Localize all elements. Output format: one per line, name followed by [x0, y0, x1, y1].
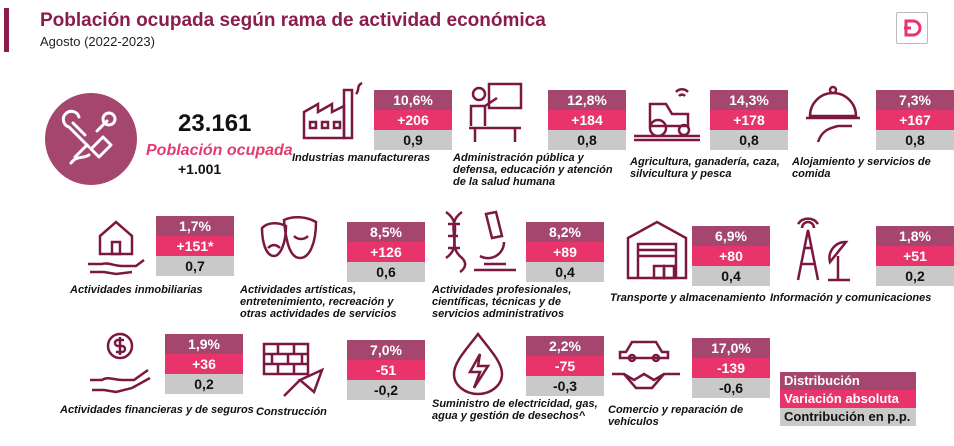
stat-block-professional: 8,2% +89 0,4: [526, 222, 604, 282]
stat-block-commerce: 17,0% -139 -0,6: [692, 338, 770, 398]
sector-label-public-admin: Administración pública y defensa, educac…: [453, 152, 613, 188]
sector-label-agriculture: Agricultura, ganadería, caza, silvicultu…: [630, 156, 780, 180]
legend-contribution: Contribución en p.p.: [780, 408, 916, 426]
variation-value: +167: [876, 110, 954, 130]
legend-distribution: Distribución: [780, 372, 916, 390]
stat-block-public-admin: 12,8% +184 0,8: [548, 90, 626, 150]
sector-label-real-estate: Actividades inmobiliarias: [70, 284, 203, 296]
page-subtitle: Agosto (2022-2023): [40, 34, 155, 49]
water-electricity-icon: [450, 330, 506, 396]
total-employed-label: Población ocupada: [146, 142, 293, 159]
distribution-value: 2,2%: [526, 336, 604, 356]
legend: Distribución Variación absoluta Contribu…: [780, 372, 916, 426]
sector-label-information: Información y comunicaciones: [770, 292, 932, 304]
factory-icon: [300, 80, 370, 144]
distribution-value: 10,6%: [374, 90, 452, 110]
money-hand-icon: [88, 330, 152, 396]
sector-label-commerce: Comercio y reparación de vehículos: [608, 404, 744, 428]
distribution-value: 7,0%: [347, 340, 425, 360]
car-handshake-icon: [608, 334, 684, 398]
stat-block-arts: 8,5% +126 0,6: [347, 222, 425, 282]
wrench-hand-icon: [45, 93, 137, 185]
microscope-dna-icon: [440, 208, 520, 278]
variation-value: +80: [692, 246, 770, 266]
sector-label-accommodation: Alojamiento y servicios de comida: [792, 156, 931, 180]
sector-label-arts: Actividades artísticas, entretenimiento,…: [240, 284, 397, 320]
contribution-value: 0,6: [347, 262, 425, 282]
contribution-value: 0,4: [692, 266, 770, 286]
contribution-value: 0,8: [876, 130, 954, 150]
brand-logo-icon: [896, 12, 928, 44]
distribution-value: 7,3%: [876, 90, 954, 110]
stat-block-construction: 7,0% -51 -0,2: [347, 340, 425, 400]
distribution-value: 8,5%: [347, 222, 425, 242]
variation-value: +36: [165, 354, 243, 374]
sector-label-utilities: Suministro de electricidad, gas, agua y …: [432, 398, 598, 422]
teacher-icon: [465, 80, 525, 146]
distribution-value: 8,2%: [526, 222, 604, 242]
total-employed-value: 23.161: [178, 110, 252, 137]
variation-value: +126: [347, 242, 425, 262]
title-accent-bar: [4, 8, 9, 52]
warehouse-icon: [624, 218, 690, 280]
contribution-value: 0,2: [165, 374, 243, 394]
distribution-value: 1,7%: [156, 216, 234, 236]
distribution-value: 6,9%: [692, 226, 770, 246]
variation-value: -139: [692, 358, 770, 378]
variation-value: +178: [710, 110, 788, 130]
contribution-value: 0,2: [876, 266, 954, 286]
total-employed-change: +1.001: [178, 161, 222, 177]
distribution-value: 1,8%: [876, 226, 954, 246]
food-tray-icon: [800, 82, 866, 146]
variation-value: +184: [548, 110, 626, 130]
legend-variation: Variación absoluta: [780, 390, 916, 408]
variation-value: -75: [526, 356, 604, 376]
contribution-value: 0,8: [548, 130, 626, 150]
distribution-value: 12,8%: [548, 90, 626, 110]
house-hand-icon: [86, 212, 146, 278]
contribution-value: 0,9: [374, 130, 452, 150]
contribution-value: -0,6: [692, 378, 770, 398]
stat-block-accommodation: 7,3% +167 0,8: [876, 90, 954, 150]
stat-block-transport: 6,9% +80 0,4: [692, 226, 770, 286]
distribution-value: 1,9%: [165, 334, 243, 354]
antenna-icon: [788, 216, 858, 282]
sector-label-financial: Actividades financieras y de seguros: [60, 404, 254, 416]
contribution-value: 0,8: [710, 130, 788, 150]
contribution-value: 0,4: [526, 262, 604, 282]
theater-masks-icon: [258, 212, 322, 272]
brick-trowel-icon: [260, 340, 326, 400]
variation-value: +51: [876, 246, 954, 266]
tractor-icon: [630, 86, 704, 142]
stat-block-information: 1,8% +51 0,2: [876, 226, 954, 286]
variation-value: +89: [526, 242, 604, 262]
distribution-value: 14,3%: [710, 90, 788, 110]
contribution-value: 0,7: [156, 256, 234, 276]
variation-value: -51: [347, 360, 425, 380]
distribution-value: 17,0%: [692, 338, 770, 358]
stat-block-manufacturing: 10,6% +206 0,9: [374, 90, 452, 150]
sector-label-transport: Transporte y almacenamiento: [610, 292, 766, 304]
sector-label-professional: Actividades profesionales, científicas, …: [432, 284, 572, 320]
stat-block-agriculture: 14,3% +178 0,8: [710, 90, 788, 150]
contribution-value: -0,2: [347, 380, 425, 400]
stat-block-financial: 1,9% +36 0,2: [165, 334, 243, 394]
page-title: Población ocupada según rama de activida…: [40, 10, 546, 31]
stat-block-real-estate: 1,7% +151* 0,7: [156, 216, 234, 276]
sector-label-manufacturing: Industrias manufactureras: [292, 152, 431, 164]
variation-value: +206: [374, 110, 452, 130]
stat-block-utilities: 2,2% -75 -0,3: [526, 336, 604, 396]
contribution-value: -0,3: [526, 376, 604, 396]
sector-label-construction: Construcción: [256, 406, 327, 418]
variation-value: +151*: [156, 236, 234, 256]
